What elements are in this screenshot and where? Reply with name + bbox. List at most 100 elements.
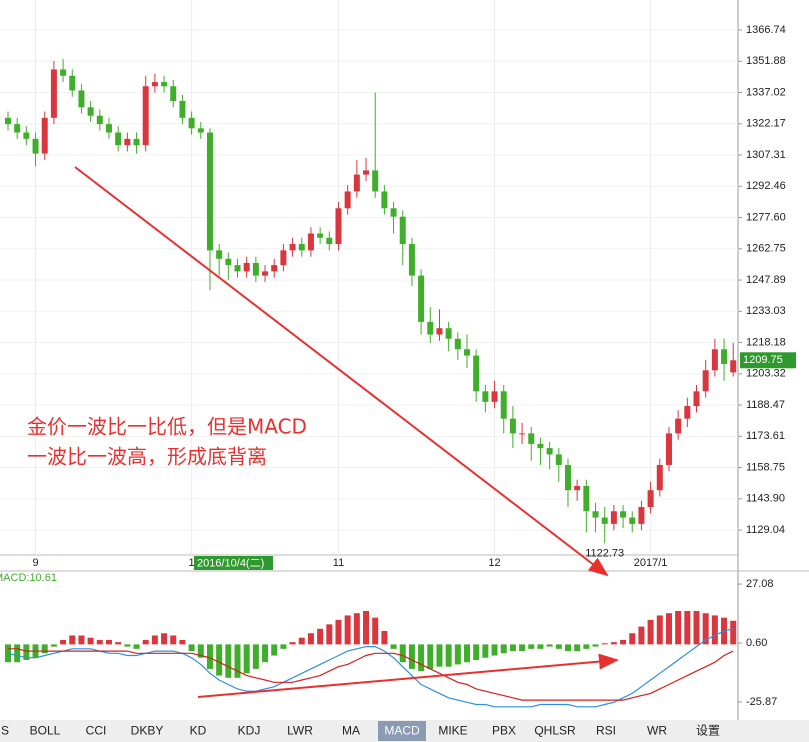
candle-body xyxy=(307,233,314,251)
tab[interactable]: QHLSR xyxy=(534,724,576,738)
y-tick-label: 1233.03 xyxy=(746,305,786,317)
candle-body xyxy=(344,191,351,209)
macd-bar xyxy=(87,637,94,645)
tab[interactable]: MA xyxy=(342,724,360,738)
candle-body xyxy=(69,75,76,91)
tab[interactable]: KD xyxy=(190,724,207,738)
candle-body xyxy=(280,250,287,266)
candle-body xyxy=(243,262,250,272)
candle-body xyxy=(427,321,434,335)
macd-bar xyxy=(482,644,489,658)
macd-bar xyxy=(509,644,516,652)
y-tick-label: 1307.31 xyxy=(746,149,786,161)
tab[interactable]: CCI xyxy=(86,724,107,738)
candle-body xyxy=(528,433,535,444)
tab[interactable]: MIKE xyxy=(438,724,467,738)
candle-body xyxy=(60,69,67,76)
macd-bar xyxy=(280,644,287,649)
macd-bar xyxy=(647,619,654,645)
candle-body xyxy=(500,391,507,419)
candle-body xyxy=(564,464,571,491)
macd-bar xyxy=(353,613,360,645)
candle-body xyxy=(730,360,737,373)
candle-body xyxy=(675,418,682,434)
candle-body xyxy=(326,237,333,245)
macd-bar xyxy=(702,613,709,645)
macd-bar xyxy=(519,644,526,652)
candle-body xyxy=(50,69,57,118)
tab[interactable]: BOLL xyxy=(30,724,61,738)
candle-body xyxy=(629,517,636,524)
macd-bar xyxy=(445,644,452,667)
macd-bar xyxy=(711,615,718,645)
macd-bar xyxy=(124,644,131,647)
tab-selected xyxy=(378,721,426,741)
tab[interactable]: RSI xyxy=(596,724,616,738)
candle-body xyxy=(583,485,590,512)
macd-bar xyxy=(574,644,581,652)
candle-body xyxy=(665,433,672,465)
candle-body xyxy=(638,507,645,524)
macd-bar xyxy=(60,639,67,645)
candle-body xyxy=(225,258,232,266)
tabs: S BOLL CCI DKBY KD KDJ LWR MA MACD MIKE PBX QHLSR RS… xyxy=(1,721,720,741)
macd-bar xyxy=(216,644,223,676)
candle-body xyxy=(445,328,452,339)
tab[interactable]: PBX xyxy=(492,724,516,738)
tab[interactable]: 设置 xyxy=(696,724,720,738)
candle-body xyxy=(298,244,305,251)
macd-bar xyxy=(307,633,314,645)
cursor-box xyxy=(194,556,273,570)
candle-body xyxy=(656,464,663,491)
macd-bar xyxy=(381,631,388,645)
y-tick-label: 1337.02 xyxy=(746,86,786,98)
macd-bar xyxy=(225,644,232,678)
macd-bar xyxy=(693,610,700,645)
annotation: 一波比一波高，形成底背离 xyxy=(27,445,267,469)
candle-body xyxy=(399,216,406,245)
candle-body xyxy=(32,138,39,154)
trend-arrow xyxy=(197,653,619,698)
candle-body xyxy=(537,443,544,449)
y-tick-label: 1277.60 xyxy=(746,211,786,223)
tab[interactable]: MACD xyxy=(384,724,420,738)
candle-body xyxy=(574,485,581,491)
macd-bar xyxy=(684,610,691,645)
y-tick-label: 1262.75 xyxy=(746,243,786,255)
candle-body xyxy=(519,433,526,435)
y-tick-label: 1218.18 xyxy=(746,336,786,348)
macd-bar xyxy=(243,644,250,674)
tab[interactable]: S xyxy=(1,724,9,738)
macd-bar xyxy=(188,644,195,652)
tab[interactable]: WR xyxy=(647,724,667,738)
macd-bar xyxy=(408,644,415,669)
macd-bar xyxy=(427,644,434,669)
macd-bar xyxy=(629,633,636,645)
candle-body xyxy=(454,338,461,350)
macd-bar xyxy=(620,639,627,645)
macd-bar xyxy=(179,639,186,645)
candle-body xyxy=(684,406,691,419)
macd-bar xyxy=(206,644,213,669)
macd-bar xyxy=(390,644,397,649)
macd-bar xyxy=(592,644,599,647)
y-tick-label: 1247.89 xyxy=(746,274,786,286)
macd-bar xyxy=(464,644,470,663)
candle-body xyxy=(482,391,489,402)
candle-body xyxy=(390,208,397,217)
macd-bar xyxy=(262,644,269,663)
macd-bar xyxy=(151,635,158,645)
dif-line xyxy=(7,628,734,708)
tab[interactable]: LWR xyxy=(287,724,313,738)
y-tick-label: 1129.04 xyxy=(746,524,785,536)
candle-body xyxy=(353,174,360,192)
candle-body xyxy=(23,132,30,139)
tab[interactable]: DKBY xyxy=(131,724,164,738)
candle-body xyxy=(289,244,296,251)
tab[interactable]: KDJ xyxy=(238,724,261,738)
candle-body xyxy=(105,124,112,133)
macd-bar xyxy=(418,644,425,672)
macd-bar xyxy=(546,644,553,647)
candle-body xyxy=(592,511,599,518)
